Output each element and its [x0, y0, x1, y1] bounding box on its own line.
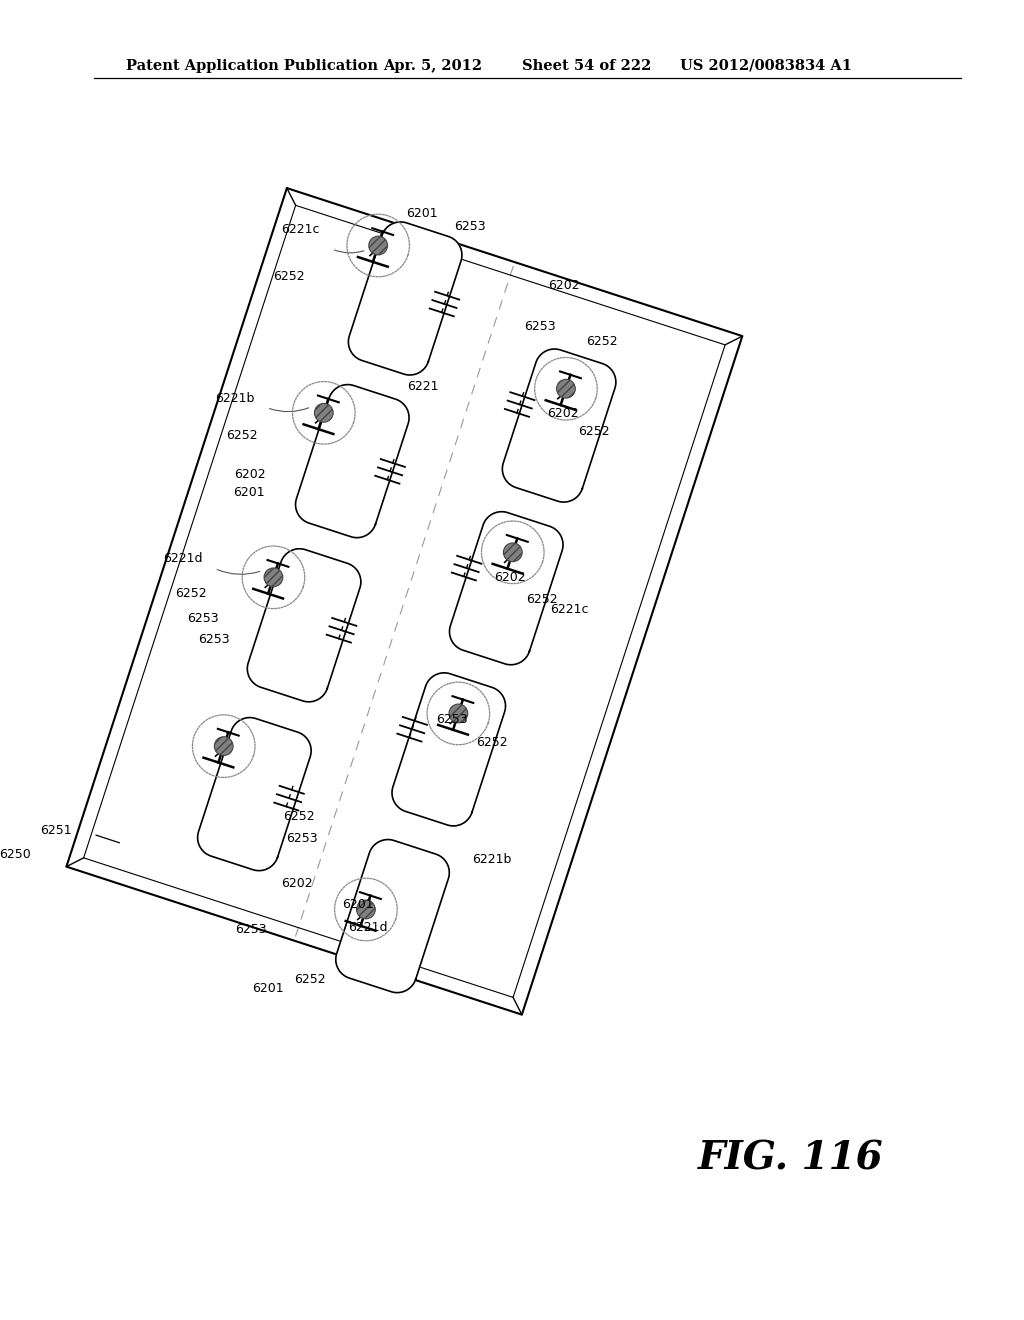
Polygon shape	[248, 549, 360, 702]
Text: 6221b: 6221b	[472, 853, 512, 866]
Polygon shape	[348, 222, 462, 375]
Text: 6202: 6202	[548, 279, 580, 292]
Text: 6250: 6250	[0, 847, 31, 861]
Text: 6221c: 6221c	[282, 223, 319, 236]
Text: 6201: 6201	[342, 898, 374, 911]
Text: US 2012/0083834 A1: US 2012/0083834 A1	[680, 59, 852, 73]
Text: FIG. 116: FIG. 116	[697, 1139, 883, 1177]
Text: 6253: 6253	[454, 220, 485, 234]
Circle shape	[369, 236, 387, 255]
Text: Sheet 54 of 222: Sheet 54 of 222	[521, 59, 651, 73]
Text: 6253: 6253	[187, 611, 219, 624]
Text: 6253: 6253	[198, 632, 229, 645]
Text: Patent Application Publication: Patent Application Publication	[126, 59, 378, 73]
Text: 6201: 6201	[252, 982, 284, 995]
Text: 6253: 6253	[436, 713, 468, 726]
Circle shape	[264, 568, 283, 586]
Text: 6252: 6252	[578, 425, 609, 438]
Text: 6201: 6201	[233, 486, 265, 499]
Polygon shape	[296, 384, 409, 537]
Text: 6202: 6202	[495, 570, 526, 583]
Polygon shape	[503, 348, 615, 502]
Text: 6252: 6252	[226, 429, 258, 442]
Text: 6252: 6252	[175, 587, 207, 601]
Text: 6221: 6221	[408, 380, 439, 393]
Text: 6251: 6251	[40, 824, 72, 837]
Circle shape	[314, 404, 333, 422]
Text: 6253: 6253	[524, 321, 556, 334]
Circle shape	[449, 704, 468, 723]
Text: 6221b: 6221b	[215, 392, 255, 405]
Text: 6252: 6252	[476, 737, 508, 750]
Text: 6253: 6253	[287, 832, 317, 845]
Circle shape	[356, 900, 375, 919]
Polygon shape	[198, 718, 311, 871]
Polygon shape	[392, 673, 506, 826]
Text: 6202: 6202	[234, 467, 266, 480]
Text: 6253: 6253	[236, 923, 267, 936]
Text: 6252: 6252	[294, 973, 326, 986]
Text: 6202: 6202	[548, 407, 580, 420]
Text: 6252: 6252	[273, 269, 304, 282]
Circle shape	[557, 379, 575, 399]
Polygon shape	[336, 840, 450, 993]
Text: 6252: 6252	[587, 335, 617, 348]
Polygon shape	[450, 512, 563, 665]
Text: 6202: 6202	[282, 876, 313, 890]
Text: 6201: 6201	[407, 207, 438, 220]
Text: 6252: 6252	[526, 593, 558, 606]
Text: 6221d: 6221d	[348, 921, 387, 933]
Text: 6221c: 6221c	[551, 603, 589, 616]
Circle shape	[504, 543, 522, 562]
Text: 6221d: 6221d	[163, 552, 203, 565]
Circle shape	[214, 737, 233, 755]
Text: Apr. 5, 2012: Apr. 5, 2012	[383, 59, 482, 73]
Text: 6252: 6252	[283, 810, 314, 824]
